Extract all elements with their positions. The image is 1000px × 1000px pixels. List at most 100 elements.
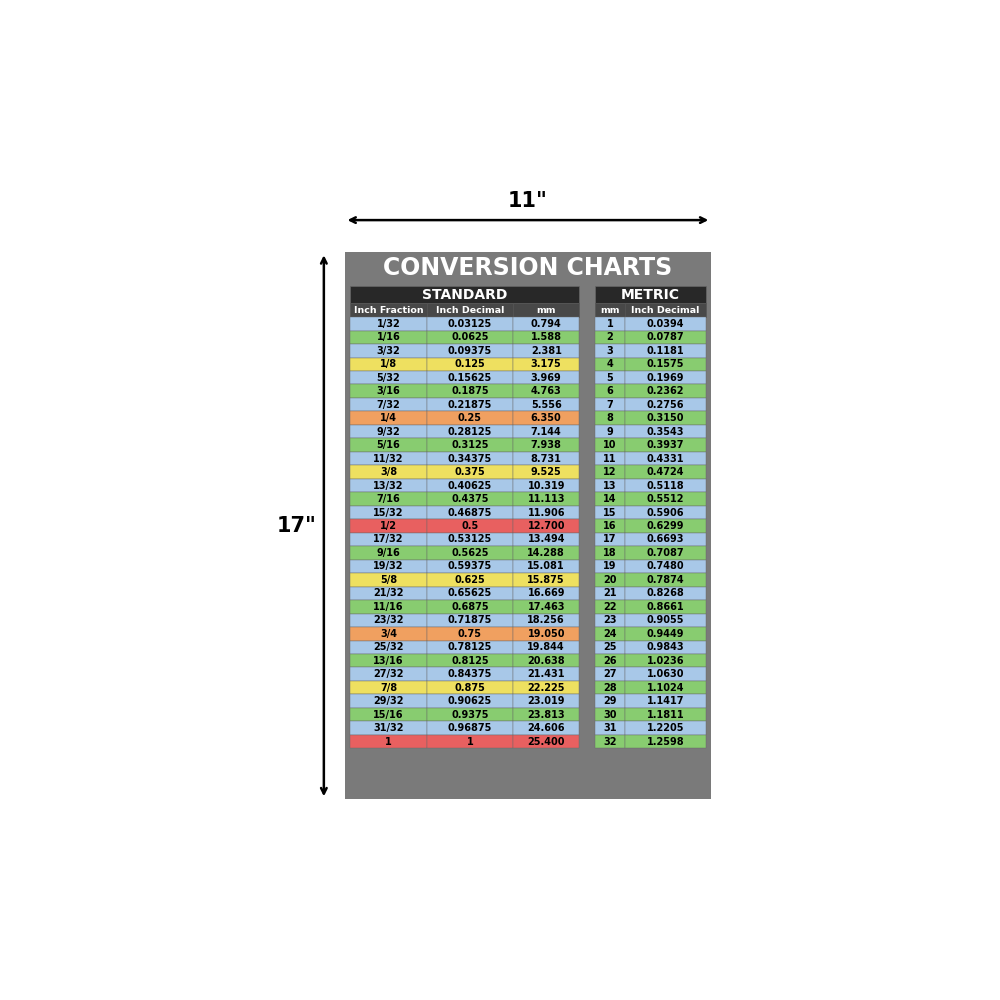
Text: 0.794: 0.794 (531, 319, 562, 329)
Text: 10: 10 (603, 440, 617, 450)
Bar (595, 681, 625, 694)
Text: 13: 13 (603, 481, 617, 491)
Text: 0.9375: 0.9375 (451, 710, 489, 720)
Bar (513, 317, 579, 331)
Text: 25.400: 25.400 (527, 737, 565, 747)
Bar (513, 546, 579, 560)
Bar (595, 667, 625, 681)
Text: 9/16: 9/16 (377, 548, 400, 558)
Bar (513, 681, 579, 694)
Bar (427, 694, 513, 708)
Bar (350, 614, 427, 627)
Bar (513, 721, 579, 735)
Text: 1.1811: 1.1811 (646, 710, 684, 720)
Bar (350, 492, 427, 506)
Bar (513, 654, 579, 667)
Bar (595, 479, 625, 492)
Text: 1.2598: 1.2598 (646, 737, 684, 747)
Text: 8: 8 (606, 413, 613, 423)
Text: 1/4: 1/4 (380, 413, 397, 423)
Text: 0.8661: 0.8661 (646, 602, 684, 612)
Bar (427, 614, 513, 627)
Bar (595, 452, 625, 465)
Bar (427, 303, 513, 317)
Text: 0.6875: 0.6875 (451, 602, 489, 612)
Bar (350, 317, 427, 331)
Text: 27: 27 (603, 669, 617, 679)
Text: 15.081: 15.081 (527, 561, 565, 571)
Text: 11/32: 11/32 (373, 454, 404, 464)
Text: 7/8: 7/8 (380, 683, 397, 693)
Text: 7: 7 (606, 400, 613, 410)
Bar (427, 452, 513, 465)
Bar (595, 546, 625, 560)
Bar (625, 546, 706, 560)
Text: Inch Decimal: Inch Decimal (436, 306, 504, 315)
Bar (595, 721, 625, 735)
Bar (350, 506, 427, 519)
Text: 0.4375: 0.4375 (451, 494, 489, 504)
Bar (513, 303, 579, 317)
Text: 0.9843: 0.9843 (646, 642, 684, 652)
Bar (513, 331, 579, 344)
Bar (350, 286, 579, 303)
Bar (427, 506, 513, 519)
Bar (625, 600, 706, 614)
Bar (625, 614, 706, 627)
Bar (625, 303, 706, 317)
Text: 1.0630: 1.0630 (647, 669, 684, 679)
Bar (350, 344, 427, 358)
Text: 0.5: 0.5 (461, 521, 479, 531)
Bar (427, 641, 513, 654)
Bar (595, 560, 625, 573)
Bar (513, 465, 579, 479)
Text: 1/32: 1/32 (377, 319, 400, 329)
Text: 0.3543: 0.3543 (647, 427, 684, 437)
Bar (513, 411, 579, 425)
Text: 30: 30 (603, 710, 617, 720)
Text: 0.125: 0.125 (455, 359, 485, 369)
Bar (350, 560, 427, 573)
Text: 26: 26 (603, 656, 617, 666)
Bar (595, 519, 625, 533)
Text: 0.75: 0.75 (458, 629, 482, 639)
Text: 0.9055: 0.9055 (647, 615, 684, 625)
Bar (513, 344, 579, 358)
Bar (625, 506, 706, 519)
Bar (350, 519, 427, 533)
Text: 0.78125: 0.78125 (448, 642, 492, 652)
Bar (513, 627, 579, 641)
Bar (513, 587, 579, 600)
Bar (427, 627, 513, 641)
Text: 9: 9 (606, 427, 613, 437)
Bar (625, 560, 706, 573)
Text: mm: mm (600, 306, 620, 315)
Text: 12.700: 12.700 (527, 521, 565, 531)
Text: 0.3937: 0.3937 (647, 440, 684, 450)
Text: 24: 24 (603, 629, 617, 639)
Text: 14: 14 (603, 494, 617, 504)
Bar (513, 735, 579, 748)
Bar (513, 506, 579, 519)
Bar (350, 681, 427, 694)
Text: 18: 18 (603, 548, 617, 558)
Text: 0.5906: 0.5906 (647, 508, 684, 518)
Bar (350, 411, 427, 425)
Bar (625, 425, 706, 438)
Text: 1/8: 1/8 (380, 359, 397, 369)
Bar (350, 533, 427, 546)
Text: 20: 20 (603, 575, 617, 585)
Text: 0.46875: 0.46875 (448, 508, 492, 518)
Bar (595, 317, 625, 331)
Bar (345, 252, 711, 799)
Text: 10.319: 10.319 (527, 481, 565, 491)
Text: 1: 1 (385, 737, 392, 747)
Bar (427, 654, 513, 667)
Bar (513, 573, 579, 587)
Text: 0.84375: 0.84375 (448, 669, 492, 679)
Text: 1.588: 1.588 (531, 332, 562, 342)
Bar (427, 492, 513, 506)
Bar (350, 371, 427, 384)
Text: 3.175: 3.175 (531, 359, 562, 369)
Text: 7.938: 7.938 (531, 440, 562, 450)
